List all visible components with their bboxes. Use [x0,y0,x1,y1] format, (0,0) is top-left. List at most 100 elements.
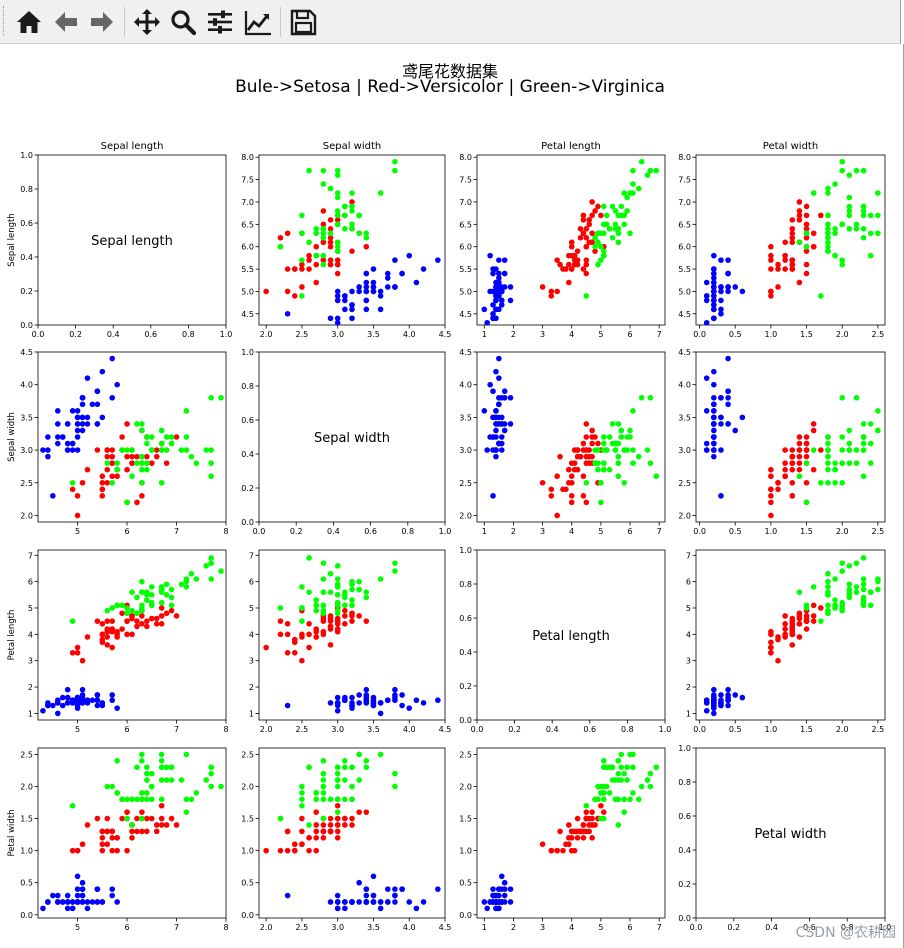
point-versicolor [560,847,566,854]
point-setosa [413,279,420,286]
subplot-petal-width-vs-petal-width: 0.0 0.2 0.4 0.6 0.8 1.0 0.0 0.2 0.4 0.6 0.8 1.0 Peta… [678,744,891,932]
point-virginica [612,226,619,232]
point-versicolor [313,261,320,268]
point-virginica [875,212,881,219]
point-versicolor [163,460,170,466]
column-title: Sepal width [323,141,382,152]
point-setosa [493,368,499,375]
point-versicolor [775,261,781,268]
point-virginica [609,777,616,783]
x-tick-label: 1 [482,330,487,339]
point-setosa [493,899,499,905]
point-virginica [647,783,654,790]
point-virginica [846,427,853,434]
point-setosa [507,899,514,905]
y-tick-label: 7 [249,551,254,560]
point-virginica [638,158,645,165]
point-versicolor [554,847,560,854]
point-versicolor [299,828,305,835]
point-virginica [600,447,607,453]
point-versicolor [124,421,130,427]
point-setosa [377,306,384,313]
y-tick-label: 2.5 [459,479,472,488]
x-tick-label: 2.5 [872,527,885,536]
point-versicolor [803,261,810,268]
point-virginica [342,764,348,771]
pan-button[interactable] [130,5,164,39]
point-versicolor [548,293,555,299]
point-virginica [825,592,831,598]
point-versicolor [796,434,803,440]
point-versicolor [306,835,312,841]
point-virginica [134,460,140,466]
point-setosa [54,434,61,440]
point-virginica [630,447,636,453]
point-setosa [349,306,355,313]
point-virginica [334,592,341,598]
point-versicolor [342,822,348,828]
point-setosa [399,692,405,698]
point-virginica [846,194,853,201]
edit-axis-button[interactable] [241,5,275,39]
subplot-sepal-length-vs-petal-width: 0.0 0.5 1.0 1.5 2.0 2.5 4.5 5.0 5.5 6.0 6.5 7.0 7.5 8… [678,141,886,339]
back-button[interactable] [49,5,83,39]
point-setosa [739,694,746,701]
point-versicolor [327,828,334,835]
point-versicolor [789,453,796,460]
point-versicolor [124,453,130,460]
save-button[interactable] [286,5,320,39]
point-versicolor [114,473,120,480]
point-versicolor [327,234,334,241]
point-setosa [50,892,56,899]
point-versicolor [291,649,298,656]
x-tick-label: 5 [598,527,603,536]
home-button[interactable] [12,5,46,39]
point-virginica [349,208,355,214]
y-tick-label: 4.5 [678,348,691,357]
point-virginica [144,434,150,440]
point-versicolor [782,252,788,259]
point-virginica [618,212,625,219]
zoom-button[interactable] [166,5,200,39]
point-virginica [615,421,622,427]
point-versicolor [560,486,566,493]
point-versicolor [782,473,788,480]
column-title: Sepal length [101,141,164,152]
point-virginica [860,581,867,588]
point-versicolor [139,613,145,619]
point-setosa [711,284,717,290]
point-versicolor [104,453,111,460]
watermark: CSDN @农耕园 [795,925,896,941]
point-virginica [163,592,170,598]
point-setosa [392,686,398,693]
point-virginica [825,610,831,617]
point-versicolor [789,447,796,453]
point-setosa [64,447,71,453]
point-versicolor [768,499,774,506]
point-versicolor [104,618,111,624]
point-setosa [490,315,496,322]
point-virginica [334,212,341,219]
point-setosa [392,284,398,290]
point-setosa [498,447,505,453]
point-virginica [203,447,210,453]
point-setosa [703,375,710,381]
forward-button[interactable] [85,5,119,39]
x-tick-label: 3 [540,330,545,339]
y-tick-label: 7.5 [241,176,254,185]
point-setosa [370,279,377,286]
point-setosa [74,414,81,421]
point-setosa [54,700,61,706]
point-versicolor [74,493,81,499]
point-setosa [69,440,76,447]
point-virginica [299,783,305,790]
configure-subplots-button[interactable] [203,5,237,39]
point-versicolor [768,466,774,473]
point-virginica [320,230,327,237]
y-tick-label: 4.5 [20,348,33,357]
point-virginica [104,783,111,790]
point-versicolor [810,243,817,250]
x-tick-label: 1.5 [800,330,813,339]
point-versicolor [595,440,601,447]
subplot-petal-length-vs-sepal-width: 2.0 2.5 3.0 3.5 4.0 4.5 1 2 3 4 5 6 7 [249,549,451,734]
